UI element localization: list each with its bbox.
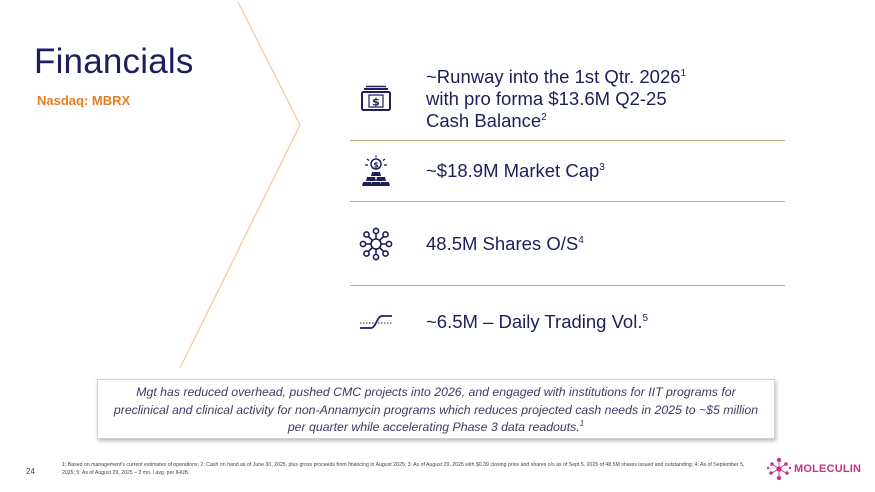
- metric-shares-text: 48.5M Shares O/S: [426, 232, 579, 254]
- svg-text:$: $: [373, 161, 379, 170]
- trend-curve-icon: [350, 311, 402, 333]
- moleculin-logo: MOLECULIN: [766, 456, 861, 482]
- note-text: Mgt has reduced overhead, pushed CMC pro…: [113, 385, 759, 434]
- svg-text:$: $: [372, 96, 380, 109]
- footnote-ref-4: 4: [578, 234, 584, 246]
- molecule-logo-icon: [766, 457, 792, 481]
- metric-market-cap-text: ~$18.9M Market Cap: [426, 160, 600, 181]
- metric-runway-line2: with pro forma $13.6M Q2-25: [426, 88, 667, 109]
- ticker-label: Nasdaq: MBRX: [37, 93, 131, 108]
- footnote-ref-3: 3: [599, 161, 605, 173]
- footnotes: 1: Based on management's current estimat…: [62, 462, 745, 476]
- page-number: 24: [26, 467, 35, 476]
- footnote-ref-5: 5: [642, 312, 649, 324]
- footnote-ref-1: 1: [680, 67, 687, 79]
- gold-bars-icon: $: [350, 155, 402, 187]
- logo-wordmark: MOLECULIN: [794, 463, 862, 475]
- metric-volume-text: ~6.5M – Daily Trading Vol.: [426, 311, 643, 332]
- metric-shares-outstanding: 48.5M Shares O/S4: [350, 202, 785, 286]
- metric-market-cap: $ ~$18.9M Market Cap3: [350, 141, 785, 202]
- note-footnote-ref: 1: [579, 418, 585, 428]
- metric-runway: $ ~Runway into the 1st Qtr. 20261 with p…: [350, 58, 785, 141]
- cash-needs-note: Mgt has reduced overhead, pushed CMC pro…: [97, 379, 775, 439]
- metrics-list: $ ~Runway into the 1st Qtr. 20261 with p…: [350, 58, 785, 358]
- metric-trading-volume: ~6.5M – Daily Trading Vol.5: [350, 286, 785, 358]
- metric-runway-line1: ~Runway into the 1st Qtr. 2026: [426, 66, 681, 87]
- footnote-ref-2: 2: [541, 111, 547, 123]
- slide-title: Financials: [34, 42, 194, 81]
- network-nodes-icon: [350, 227, 402, 261]
- cash-icon: $: [350, 85, 402, 113]
- metric-runway-line3: Cash Balance: [426, 110, 542, 131]
